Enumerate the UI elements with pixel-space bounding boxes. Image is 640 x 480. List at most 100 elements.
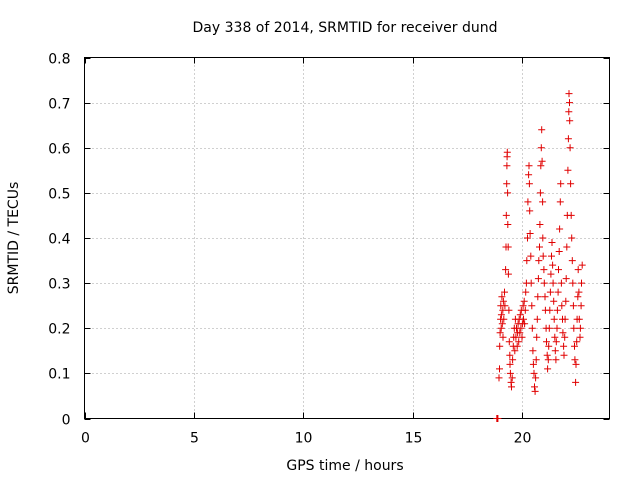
data-point xyxy=(532,374,540,382)
data-point xyxy=(528,302,536,310)
data-point xyxy=(548,239,556,246)
y-tick-label: 0.6 xyxy=(48,142,70,158)
data-point xyxy=(573,338,581,346)
data-point xyxy=(524,234,531,242)
data-point xyxy=(504,221,512,228)
data-point xyxy=(522,288,530,296)
x-tick-label: 5 xyxy=(190,431,199,447)
data-point xyxy=(577,302,585,310)
data-point xyxy=(575,315,583,323)
data-point xyxy=(511,347,519,355)
data-point xyxy=(503,148,511,156)
data-point xyxy=(565,108,573,116)
tick-labels: 0 0.1 0.2 0.3 0.4 0.5 0.6 0.7 0.8 0 5 10 15 20 xyxy=(48,52,531,447)
data-point xyxy=(516,311,524,319)
data-point xyxy=(501,288,508,296)
data-point xyxy=(532,356,540,364)
y-tick-label: 0 xyxy=(62,413,71,429)
data-point xyxy=(500,315,508,323)
data-point xyxy=(556,225,564,233)
y-axis-label: SRMTID / TECUs xyxy=(6,182,22,295)
data-point xyxy=(528,324,536,332)
data-point xyxy=(518,333,526,341)
data-point xyxy=(498,293,506,301)
data-point xyxy=(508,374,516,382)
data-point xyxy=(572,378,580,386)
data-point xyxy=(495,374,503,382)
data-point xyxy=(509,356,517,364)
data-point xyxy=(494,415,502,422)
data-points xyxy=(493,90,586,422)
data-point xyxy=(546,306,554,314)
data-point xyxy=(540,279,548,287)
data-point xyxy=(503,180,511,188)
data-point xyxy=(571,356,579,364)
data-point xyxy=(545,342,553,350)
data-point xyxy=(524,198,532,206)
data-point xyxy=(516,329,524,337)
data-point xyxy=(568,234,576,242)
data-point xyxy=(551,333,559,341)
data-point xyxy=(526,230,534,237)
data-point xyxy=(564,166,572,174)
x-tick-label: 10 xyxy=(295,431,313,447)
data-point xyxy=(540,266,548,274)
data-point xyxy=(567,211,575,219)
data-point xyxy=(537,144,545,152)
data-point xyxy=(496,329,504,337)
data-point xyxy=(553,306,561,314)
chart-title: Day 338 of 2014, SRMTID for receiver dun… xyxy=(193,20,498,36)
data-point xyxy=(502,266,510,274)
x-tick-label: 20 xyxy=(514,431,532,447)
data-point xyxy=(501,302,509,310)
data-point xyxy=(525,162,533,170)
data-point xyxy=(560,342,568,350)
data-point xyxy=(569,279,577,287)
data-point xyxy=(527,252,535,260)
data-point xyxy=(547,270,555,278)
data-point xyxy=(556,198,564,206)
data-point xyxy=(506,360,514,368)
data-point xyxy=(557,180,565,188)
data-point xyxy=(566,117,574,125)
data-point xyxy=(506,351,514,359)
data-point xyxy=(562,297,570,305)
data-point xyxy=(497,311,505,319)
data-point xyxy=(498,320,506,328)
data-point xyxy=(559,329,567,337)
data-point xyxy=(553,324,561,332)
data-point xyxy=(565,90,573,98)
data-point xyxy=(526,207,534,215)
data-point xyxy=(550,297,558,305)
data-point xyxy=(533,315,541,323)
y-tick-label: 0.3 xyxy=(48,277,70,293)
data-point xyxy=(520,315,527,323)
plot-frame xyxy=(84,57,610,419)
data-point xyxy=(536,243,543,251)
data-point xyxy=(557,279,565,287)
y-tick-label: 0.8 xyxy=(48,52,70,68)
data-point xyxy=(568,257,576,265)
data-point xyxy=(548,252,555,260)
y-tick-label: 0.1 xyxy=(48,367,70,383)
data-point xyxy=(549,261,557,269)
y-tick-label: 0.7 xyxy=(48,97,70,113)
axis-ticks xyxy=(84,57,610,420)
data-point xyxy=(499,297,507,305)
data-point xyxy=(536,221,544,228)
data-point xyxy=(506,369,514,377)
data-point xyxy=(496,365,503,373)
x-tick-label: 0 xyxy=(81,431,90,447)
data-point xyxy=(502,211,510,219)
data-point xyxy=(505,306,513,314)
data-point xyxy=(570,324,578,332)
data-point xyxy=(546,288,554,296)
data-point xyxy=(534,293,542,301)
data-point xyxy=(519,302,527,310)
data-point xyxy=(574,293,582,301)
data-point xyxy=(525,171,533,179)
data-point xyxy=(555,248,563,255)
data-point xyxy=(504,270,512,278)
data-point xyxy=(554,288,562,296)
data-point xyxy=(537,162,545,170)
